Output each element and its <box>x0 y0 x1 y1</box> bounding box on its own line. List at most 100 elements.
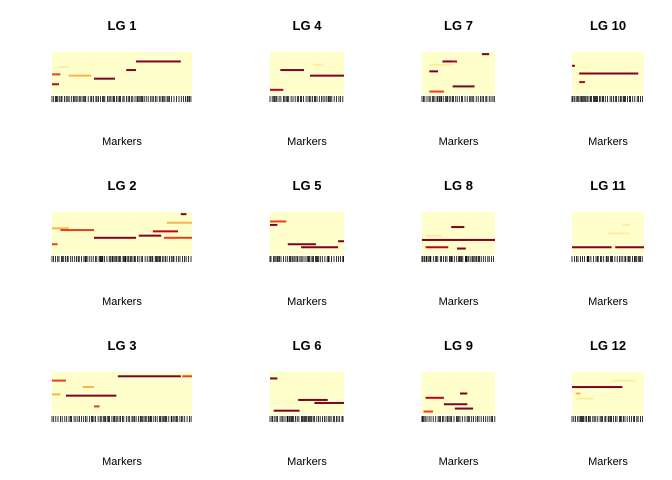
heatmap-cell <box>429 70 439 73</box>
panel-title: LG 1 <box>108 18 137 33</box>
marker-rug <box>571 256 643 262</box>
heatmap-cell <box>459 392 468 395</box>
panel-title: LG 4 <box>293 18 323 33</box>
heatmap-cell <box>270 220 287 223</box>
heatmap-background <box>422 52 495 95</box>
heatmap-cell <box>575 392 581 395</box>
panel-title: LG 12 <box>590 338 626 353</box>
heatmap-cell <box>270 377 278 380</box>
panel-lg-4: LG 4 Markers <box>269 18 344 148</box>
x-axis-label: Markers <box>102 136 142 148</box>
heatmap-cell <box>451 226 465 229</box>
heatmap-cell <box>572 386 623 389</box>
heatmap-cell <box>608 232 630 235</box>
marker-rug <box>421 96 495 102</box>
heatmap-cell <box>575 397 594 400</box>
panel-title: LG 9 <box>444 338 473 353</box>
panel-title: LG 11 <box>590 178 625 193</box>
heatmap-cell <box>425 396 444 399</box>
marker-rug <box>421 416 496 422</box>
heatmap-cell <box>615 246 644 249</box>
heatmap-cell <box>94 77 115 80</box>
heatmap-cell <box>457 247 466 250</box>
heatmap-cell <box>60 229 94 232</box>
heatmap-cell <box>68 74 92 77</box>
heatmap-background <box>572 372 644 415</box>
panel-title: LG 5 <box>293 178 322 193</box>
heatmap-cell <box>182 375 192 378</box>
panel-lg-9: LG 9 Markers <box>421 338 496 468</box>
panel-lg-6: LG 6 Markers <box>269 338 344 468</box>
panel-lg-10: LG 10 Markers <box>571 18 644 148</box>
marker-rug <box>571 96 643 102</box>
heatmap-cell <box>422 238 495 241</box>
heatmap-cell <box>338 240 344 243</box>
heatmap-cell <box>52 83 59 86</box>
marker-rug <box>571 416 643 422</box>
heatmap-cell <box>452 60 458 63</box>
marker-rug <box>51 256 192 262</box>
heatmap-cell <box>180 213 187 216</box>
panel-title: LG 7 <box>444 18 473 33</box>
heatmap-cell <box>82 386 94 389</box>
heatmap-cell <box>152 230 178 233</box>
x-axis-label: Markers <box>588 296 628 308</box>
x-axis-label: Markers <box>439 296 479 308</box>
panel-lg-12: LG 12 Markers <box>571 338 644 468</box>
marker-rug <box>269 96 344 102</box>
marker-rug <box>51 416 192 422</box>
marker-rug <box>269 416 344 422</box>
heatmap-cell <box>126 69 136 72</box>
heatmap-cell <box>611 379 636 382</box>
heatmap-background <box>52 52 192 95</box>
heatmap-background <box>270 52 344 95</box>
heatmap-cell <box>425 246 449 249</box>
heatmap-cell <box>312 63 324 66</box>
heatmap-cell <box>423 410 433 413</box>
panel-lg-11: LG 11 Markers <box>571 178 644 308</box>
heatmap-cell <box>94 405 100 408</box>
heatmap-cell <box>429 90 444 93</box>
x-axis-label: Markers <box>439 136 479 148</box>
marker-rug <box>51 96 192 102</box>
heatmap-cell <box>138 234 162 237</box>
x-axis-label: Markers <box>287 296 327 308</box>
heatmap-cell <box>579 81 585 84</box>
x-axis-label: Markers <box>588 456 628 468</box>
heatmap-cell <box>280 69 305 72</box>
heatmap-cell <box>443 403 468 406</box>
heatmap-cell <box>117 375 181 378</box>
heatmap-cell <box>442 60 453 63</box>
heatmap-cell <box>164 236 192 239</box>
heatmap-cell <box>572 64 575 67</box>
heatmap-cell <box>454 407 474 410</box>
heatmap-cell <box>273 409 300 412</box>
heatmap-cell <box>59 66 69 69</box>
panel-title: LG 6 <box>293 338 322 353</box>
panel-lg-7: LG 7 Markers <box>421 18 495 148</box>
heatmap-cell <box>136 60 181 63</box>
x-axis-label: Markers <box>287 456 327 468</box>
heatmap-cell <box>429 63 453 66</box>
heatmap-cell <box>481 53 490 56</box>
heatmap-background <box>270 372 344 415</box>
heatmap-cell <box>52 393 61 396</box>
x-axis-label: Markers <box>588 136 628 148</box>
panel-title: LG 10 <box>590 18 626 33</box>
heatmap-cell <box>166 221 192 224</box>
heatmap-cell <box>52 243 58 246</box>
heatmap-cell <box>309 74 344 77</box>
panel-title: LG 2 <box>108 178 137 193</box>
heatmap-background <box>52 212 192 255</box>
panel-lg-1: LG 1 Markers <box>51 18 192 148</box>
x-axis-label: Markers <box>102 456 142 468</box>
heatmap-cell <box>572 246 612 249</box>
heatmap-cell <box>622 223 630 226</box>
panel-lg-2: LG 2 Markers <box>51 178 192 308</box>
heatmap-background <box>52 372 192 415</box>
x-axis-label: Markers <box>102 296 142 308</box>
panel-lg-8: LG 8 Markers <box>421 178 495 308</box>
heatmap-cell <box>452 85 475 88</box>
heatmap-cell <box>425 234 443 237</box>
